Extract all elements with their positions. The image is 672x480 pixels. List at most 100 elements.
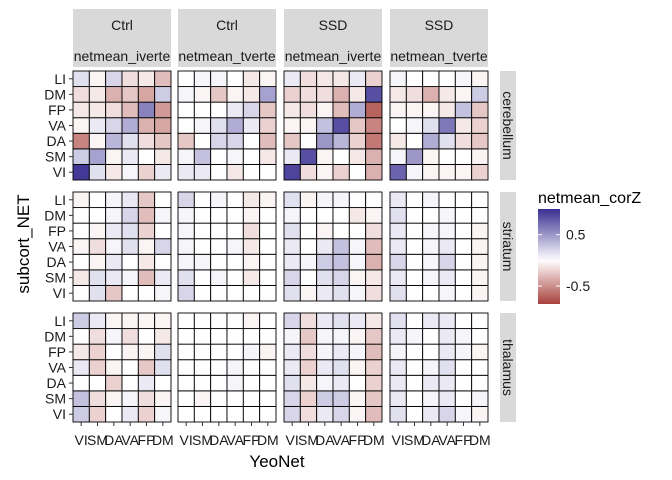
- heatmap-cell: [177, 374, 195, 392]
- column-strip-group: Ctrl: [111, 17, 133, 33]
- heatmap-cell: [177, 86, 195, 103]
- heatmap-cell: [193, 374, 212, 392]
- heatmap-cell: [88, 269, 107, 286]
- heatmap-cell: [365, 284, 383, 302]
- heatmap-cell: [105, 132, 123, 150]
- row-strip-bg-fill: [500, 71, 516, 180]
- heatmap-cell: [121, 343, 139, 361]
- heatmap-cell: [105, 70, 123, 88]
- heatmap-cell: [332, 207, 350, 224]
- heatmap-cell: [389, 132, 407, 150]
- heatmap-cell: [438, 117, 456, 134]
- heatmap-cell: [405, 269, 424, 286]
- heatmap-cell: [332, 70, 350, 88]
- heatmap-cell: [72, 374, 90, 392]
- heatmap-cell: [177, 312, 195, 330]
- heatmap-cell: [348, 374, 367, 392]
- heatmap-cell: [365, 253, 383, 271]
- heatmap-cell: [193, 328, 212, 345]
- heatmap-cell: [121, 359, 139, 376]
- heatmap-cell: [332, 238, 350, 255]
- heatmap-cell: [105, 312, 123, 330]
- heatmap-cell: [105, 101, 123, 119]
- heatmap-cell: [72, 222, 90, 240]
- heatmap-cell: [438, 101, 456, 119]
- heatmap-cell: [210, 284, 228, 302]
- x-tick-label: VI: [392, 432, 405, 448]
- heatmap-cell: [259, 269, 277, 286]
- heatmap-cell: [348, 390, 367, 407]
- y-tick-label: SM: [45, 391, 66, 407]
- facet-panel: [177, 70, 277, 181]
- heatmap-cell: [283, 405, 301, 423]
- heatmap-cell: [177, 117, 195, 134]
- heatmap-cell: [210, 359, 228, 376]
- column-strip: Ctrl netmean_iverte: [73, 9, 171, 67]
- heatmap-cell: [137, 343, 156, 361]
- y-tick-label: FP: [48, 102, 66, 118]
- heatmap-cell: [121, 101, 139, 119]
- y-tick-label: VI: [53, 164, 66, 180]
- heatmap-cell: [405, 132, 424, 150]
- heatmap-cell: [105, 269, 123, 286]
- heatmap-cell: [88, 70, 107, 88]
- heatmap-cell: [177, 284, 195, 302]
- heatmap-cell: [121, 284, 139, 302]
- heatmap-cell: [454, 374, 473, 392]
- heatmap-cell: [72, 70, 90, 88]
- y-tick-label: VA: [48, 239, 66, 255]
- heatmap-cell: [210, 191, 228, 209]
- heatmap-cell: [332, 359, 350, 376]
- heatmap-cell: [88, 405, 107, 423]
- heatmap-cell: [154, 284, 172, 302]
- heatmap-cell: [438, 328, 456, 345]
- heatmap-cell: [193, 86, 212, 103]
- heatmap-cell: [438, 238, 456, 255]
- heatmap-cell: [193, 117, 212, 134]
- heatmap-cell: [242, 191, 261, 209]
- heatmap-cell: [438, 132, 456, 150]
- heatmap-cell: [283, 132, 301, 150]
- heatmap-cell: [299, 359, 318, 376]
- heatmap-cell: [405, 191, 424, 209]
- heatmap-cell: [283, 101, 301, 119]
- heatmap-cell: [226, 117, 244, 134]
- heatmap-cell: [193, 238, 212, 255]
- heatmap-cell: [210, 70, 228, 88]
- heatmap-cell: [121, 390, 139, 407]
- heatmap-cell: [242, 207, 261, 224]
- heatmap-cell: [438, 207, 456, 224]
- heatmap-cell: [154, 222, 172, 240]
- heatmap-cell: [226, 222, 244, 240]
- heatmap-cell: [332, 86, 350, 103]
- heatmap-cell: [121, 70, 139, 88]
- heatmap-cell: [177, 269, 195, 286]
- x-tick-label: SM: [192, 432, 213, 448]
- legend-label: 0.5: [566, 227, 586, 243]
- heatmap-cell: [259, 238, 277, 255]
- heatmap-cell: [405, 374, 424, 392]
- column-strip-measure: netmean_iverte: [74, 48, 171, 64]
- heatmap-cell: [242, 390, 261, 407]
- heatmap-cell: [226, 405, 244, 423]
- heatmap-cell: [242, 222, 261, 240]
- heatmap-cell: [105, 284, 123, 302]
- heatmap-cell: [365, 222, 383, 240]
- heatmap-cell: [226, 132, 244, 150]
- x-tick-label: VA: [332, 432, 350, 448]
- heatmap-cell: [226, 269, 244, 286]
- heatmap-cell: [454, 148, 473, 165]
- heatmap-cell: [365, 359, 383, 376]
- column-strip-measure: netmean_tverte: [178, 48, 275, 64]
- heatmap-cell: [226, 312, 244, 330]
- heatmap-cell: [438, 86, 456, 103]
- heatmap-cell: [226, 163, 244, 181]
- heatmap-cell: [348, 117, 367, 134]
- heatmap-cell: [405, 312, 424, 330]
- y-tick-label: VI: [53, 285, 66, 301]
- heatmap-cell: [259, 390, 277, 407]
- heatmap-cell: [316, 132, 334, 150]
- heatmap-cell: [316, 148, 334, 165]
- x-tick-label: FP: [243, 432, 261, 448]
